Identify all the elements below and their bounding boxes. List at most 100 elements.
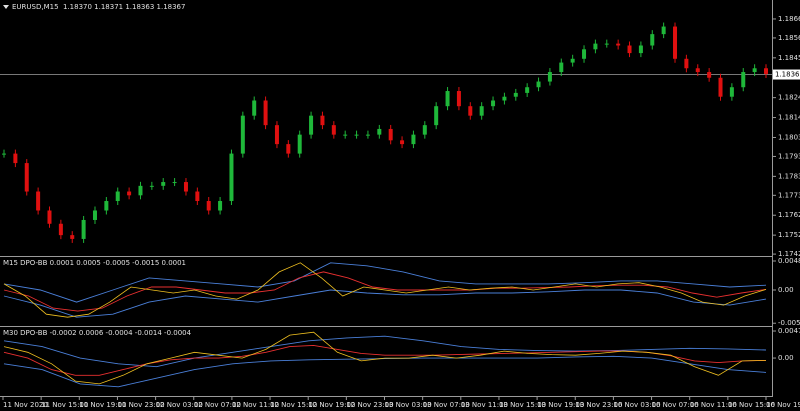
candle (638, 41, 643, 58)
body (183, 182, 188, 192)
lower-line (3, 289, 767, 318)
candle (218, 197, 223, 215)
upper-line (3, 335, 767, 368)
body (764, 68, 768, 74)
candle (263, 96, 268, 130)
candle (491, 96, 496, 111)
body (297, 134, 302, 154)
candle (559, 58, 564, 77)
body (138, 185, 143, 196)
body (377, 128, 382, 135)
body (240, 115, 245, 154)
candle (434, 102, 439, 130)
body (513, 92, 518, 97)
body (502, 96, 507, 101)
candle (604, 39, 609, 48)
time-label: 16 Nov 11:00 (690, 401, 737, 409)
body (547, 72, 552, 82)
candle (684, 54, 689, 73)
y-tick-label: 1.18035 (778, 133, 800, 141)
body (604, 43, 609, 45)
body (445, 91, 450, 107)
indicator-label: M15 DPO-BB 0.0001 0.0005 -0.0005 -0.0015… (3, 259, 186, 267)
candle (456, 87, 461, 111)
candle (2, 149, 6, 158)
time-label: 13 Nov 11:00 (461, 401, 508, 409)
body (286, 144, 291, 154)
y-tick-label: 0.00 (778, 354, 794, 362)
body (218, 201, 223, 211)
y-tick-label: 1.18560 (778, 34, 800, 42)
dpo-line (3, 262, 767, 318)
time-label: 16 Nov 15:00 (728, 401, 775, 409)
candle (331, 121, 336, 139)
y-tick-label: -0.0055 (778, 319, 800, 327)
y-tick-label: 1.18455 (778, 54, 800, 62)
body (331, 125, 336, 135)
candle (695, 64, 700, 77)
candle (388, 124, 393, 145)
y-tick-label: 1.17730 (778, 191, 800, 199)
y-tick-label: 0.0047 (778, 327, 800, 335)
indicator-label: M30 DPO-BB -0.0002 0.0006 -0.0004 -0.001… (3, 329, 192, 337)
time-label: 13 Nov 07:00 (423, 401, 470, 409)
candle (570, 54, 575, 67)
body (695, 68, 700, 73)
body (673, 26, 678, 59)
candle (616, 39, 621, 50)
body (638, 45, 643, 54)
body (616, 43, 621, 46)
candle (354, 130, 359, 139)
time-label: 16 Nov 07:00 (652, 401, 699, 409)
body (627, 45, 632, 54)
candle (138, 181, 143, 200)
candle (422, 121, 427, 139)
menu-arrow[interactable] (3, 5, 9, 9)
candle (183, 178, 188, 196)
body (468, 106, 473, 116)
candle (536, 77, 541, 92)
body (263, 100, 268, 126)
y-tick-label: 0.0048 (778, 257, 800, 265)
body (149, 185, 154, 187)
candle (479, 102, 484, 120)
candle (161, 178, 166, 190)
candle (297, 130, 302, 158)
time-label: 11 Nov 19:00 (79, 401, 126, 409)
body (661, 26, 666, 35)
candle (104, 197, 109, 215)
candle (661, 22, 666, 39)
body (479, 106, 484, 116)
candle (92, 206, 97, 224)
time-label: 12 Nov 07:00 (194, 401, 241, 409)
candle (400, 136, 405, 149)
body (309, 115, 314, 135)
body (707, 72, 712, 78)
candle (149, 181, 154, 190)
body (252, 100, 257, 116)
candle (547, 68, 552, 86)
body (70, 235, 75, 239)
body (536, 81, 541, 88)
body (570, 58, 575, 63)
candle (513, 88, 518, 101)
candle (58, 219, 63, 240)
dpo-line (3, 331, 767, 385)
candle (172, 178, 177, 187)
candle (764, 64, 768, 78)
candle (593, 39, 598, 54)
body (718, 77, 723, 97)
candle (582, 45, 587, 63)
body (684, 58, 689, 69)
y-tick-label: 1.18245 (778, 94, 800, 102)
candle (115, 187, 120, 206)
time-label: 13 Nov 19:00 (537, 401, 584, 409)
candle (673, 22, 678, 63)
body (195, 191, 200, 202)
time-label: 16 Nov 03:00 (613, 401, 660, 409)
body (582, 49, 587, 59)
body (58, 223, 63, 236)
